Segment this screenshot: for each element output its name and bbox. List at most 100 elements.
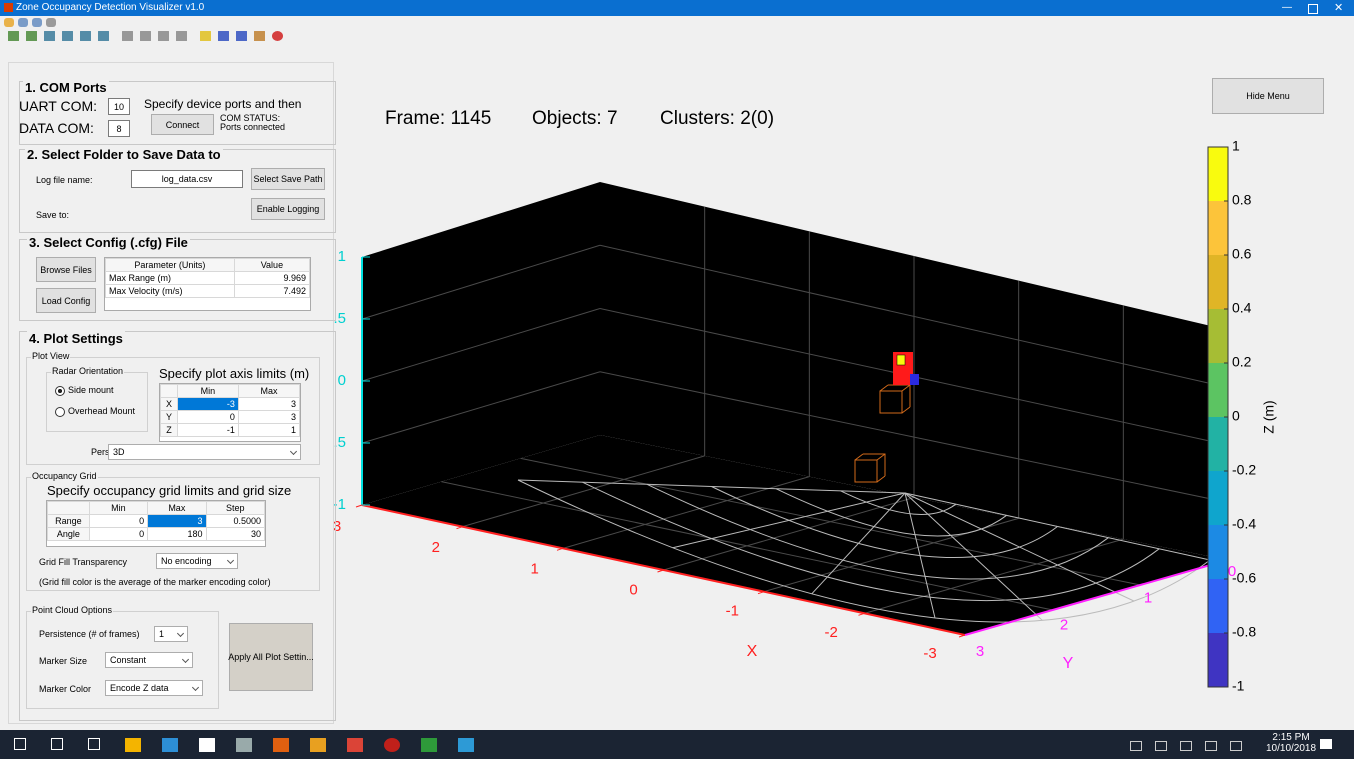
point bbox=[910, 374, 919, 385]
cell: Range bbox=[47, 514, 90, 528]
angle-line bbox=[904, 492, 936, 619]
select-path-button[interactable]: Select Save Path bbox=[251, 168, 325, 190]
x-tick-label: 0 bbox=[629, 581, 637, 598]
x-tick-label: -3 bbox=[923, 645, 936, 662]
axis-table: Min Max X -3 3 Y 0 3 Z -1 1 bbox=[159, 383, 301, 442]
grid-table: Min Max Step Range 0 3 0.5000 Angle 0 180 30 bbox=[46, 500, 266, 547]
wall-grid bbox=[361, 308, 601, 382]
hide-menu-button[interactable]: Hide Menu bbox=[1212, 78, 1324, 114]
apply-button[interactable]: Apply All Plot Settin... bbox=[228, 623, 314, 691]
radio[interactable] bbox=[55, 406, 65, 417]
marker-color-label: Marker Color bbox=[39, 684, 92, 694]
cell: Max Range (m) bbox=[105, 271, 235, 285]
colorbar-tick-label: 1 bbox=[1232, 138, 1240, 154]
cell: 7.492 bbox=[233, 284, 310, 298]
header-cell: Min bbox=[88, 501, 149, 515]
perspective-select[interactable]: 3D bbox=[108, 444, 301, 460]
data-port[interactable]: 8 bbox=[108, 120, 130, 137]
tray-icon bbox=[1205, 741, 1217, 751]
colorbar-tick-label: 0.4 bbox=[1232, 300, 1252, 316]
tool-icon bbox=[26, 31, 37, 41]
marker-size-select[interactable]: Constant bbox=[105, 652, 193, 668]
header-cell: Max bbox=[147, 501, 207, 515]
enable-logging-button[interactable]: Enable Logging bbox=[251, 198, 325, 220]
save-to: Save to: bbox=[36, 210, 70, 220]
taskbar-icon bbox=[273, 738, 289, 752]
connect-button[interactable]: Connect bbox=[151, 114, 214, 135]
colorbar-segment bbox=[1208, 579, 1228, 634]
menu-panel: 1. COM Ports UART COM: 10 Specify device… bbox=[8, 62, 336, 724]
radio-label: Side mount bbox=[68, 385, 114, 395]
load-button[interactable]: Load Config bbox=[36, 288, 96, 313]
tray-icon bbox=[1230, 741, 1242, 751]
group-label: Occupancy Grid bbox=[31, 471, 98, 481]
radio[interactable] bbox=[55, 385, 65, 396]
maximize[interactable] bbox=[1308, 4, 1318, 14]
minimize[interactable]: — bbox=[1282, 2, 1292, 13]
cell: Angle bbox=[47, 527, 90, 541]
tray-icon bbox=[1130, 741, 1142, 751]
tool-icon bbox=[140, 31, 151, 41]
date: 10/10/2018 bbox=[1266, 743, 1317, 754]
section-title: 1. COM Ports bbox=[23, 80, 109, 95]
close[interactable]: ✕ bbox=[1334, 2, 1344, 14]
taskbar-icon bbox=[88, 738, 100, 750]
fill-select[interactable]: No encoding bbox=[156, 553, 238, 569]
persistence-select[interactable]: 1 bbox=[154, 626, 188, 642]
occupancy-group: Occupancy Grid bbox=[26, 471, 320, 591]
wall-grid bbox=[599, 244, 1229, 388]
window-title: Zone Occupancy Detection Visualizer v1.0 bbox=[16, 2, 205, 13]
taskbar: 2:15 PM 10/10/2018 bbox=[0, 730, 1354, 759]
marker-color-select[interactable]: Encode Z data bbox=[105, 680, 203, 696]
header-row: Parameter (Units) Value bbox=[105, 258, 310, 272]
header-cell bbox=[47, 501, 90, 515]
file-name[interactable]: log_data.csv bbox=[131, 170, 243, 188]
y-tick-label: 2 bbox=[1060, 616, 1068, 633]
com-section bbox=[19, 81, 336, 145]
left-wall bbox=[362, 182, 600, 505]
tool-icon bbox=[254, 31, 265, 41]
cell: 0 bbox=[176, 410, 239, 424]
y-tick-label: 0 bbox=[1228, 563, 1236, 580]
header-cell: Max bbox=[237, 384, 300, 398]
colorbar-segment bbox=[1208, 201, 1228, 256]
radio-label: Overhead Mount bbox=[68, 406, 136, 416]
cell: X bbox=[160, 397, 178, 411]
section-title: 2. Select Folder to Save Data to bbox=[25, 147, 223, 162]
browse-button[interactable]: Browse Files bbox=[36, 257, 96, 282]
colorbar-segment bbox=[1208, 255, 1228, 310]
header-row: Min Max bbox=[160, 384, 300, 398]
cell: 180 bbox=[147, 527, 207, 541]
x-tick bbox=[958, 634, 966, 638]
colorbar-tick-label: -0.6 bbox=[1232, 570, 1256, 586]
cell: 3 bbox=[237, 397, 300, 411]
x-tick bbox=[757, 591, 765, 595]
point bbox=[896, 354, 906, 366]
angle-line bbox=[904, 492, 1211, 561]
title-bar: Zone Occupancy Detection Visualizer v1.0… bbox=[0, 0, 1354, 16]
colorbar-tick-label: -0.4 bbox=[1232, 516, 1256, 532]
toolbar bbox=[0, 16, 1354, 42]
y-tick-label: 3 bbox=[976, 643, 984, 660]
cell: Z bbox=[160, 423, 178, 437]
tool-icon bbox=[176, 31, 187, 41]
taskbar-icon bbox=[236, 738, 252, 752]
tool-icon bbox=[122, 31, 133, 41]
x-tick bbox=[355, 504, 363, 508]
angle-line bbox=[517, 479, 906, 494]
group-label: Point Cloud Options bbox=[31, 605, 114, 615]
x-tick bbox=[858, 612, 865, 616]
uart-port[interactable]: 10 bbox=[108, 98, 130, 115]
section-title: 3. Select Config (.cfg) File bbox=[27, 235, 190, 250]
cell: 3 bbox=[237, 410, 300, 424]
colorbar-tick-label: -1 bbox=[1232, 678, 1245, 694]
tray-icon bbox=[1155, 741, 1167, 751]
time: 2:15 PM bbox=[1272, 732, 1310, 743]
grid-title: Specify occupancy grid limits and grid s… bbox=[47, 483, 292, 498]
notification-icon bbox=[1320, 739, 1332, 749]
row: Max Range (m) 9.969 bbox=[105, 271, 310, 285]
table: Min Max Step Range 0 3 0.5000 Angle 0 180 30 bbox=[47, 501, 265, 541]
plot-settings-section bbox=[19, 331, 336, 721]
radio-side: Side mount bbox=[55, 385, 114, 396]
